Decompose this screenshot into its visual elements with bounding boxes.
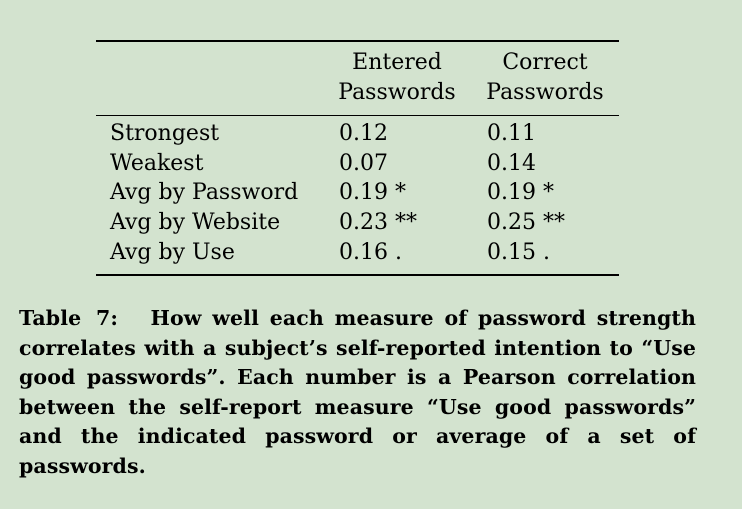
table-top-rule [96, 40, 619, 42]
cell-avg-by-website-entered: 0.23 ** [339, 210, 417, 235]
cell-weakest-entered: 0.07 [339, 151, 388, 176]
table-header-rule [96, 115, 619, 116]
caption-label: Table 7: [19, 306, 119, 330]
cell-avg-by-use-entered: 0.16 . [339, 240, 402, 265]
table-bottom-rule [96, 274, 619, 276]
table-caption: Table 7: How well each measure of passwo… [19, 304, 696, 482]
cell-avg-by-use-correct: 0.15 . [487, 240, 550, 265]
cell-avg-by-password-correct: 0.19 * [487, 180, 554, 205]
caption-text: How well each measure of password streng… [19, 306, 697, 478]
column-header-entered-line1: Entered [352, 50, 442, 75]
row-label-weakest: Weakest [110, 151, 204, 176]
column-header-entered: Entered Passwords [330, 48, 464, 108]
cell-weakest-correct: 0.14 [487, 151, 536, 176]
row-label-strongest: Strongest [110, 121, 220, 146]
cell-avg-by-password-entered: 0.19 * [339, 180, 406, 205]
row-label-avg-by-use: Avg by Use [110, 240, 235, 265]
column-header-entered-line2: Passwords [338, 80, 456, 105]
cell-strongest-correct: 0.11 [487, 121, 536, 146]
column-header-correct: Correct Passwords [478, 48, 612, 108]
cell-avg-by-website-correct: 0.25 ** [487, 210, 565, 235]
column-header-correct-line1: Correct [502, 50, 588, 75]
row-label-avg-by-password: Avg by Password [110, 180, 299, 205]
cell-strongest-entered: 0.12 [339, 121, 388, 146]
row-label-avg-by-website: Avg by Website [110, 210, 281, 235]
column-header-correct-line2: Passwords [486, 80, 604, 105]
